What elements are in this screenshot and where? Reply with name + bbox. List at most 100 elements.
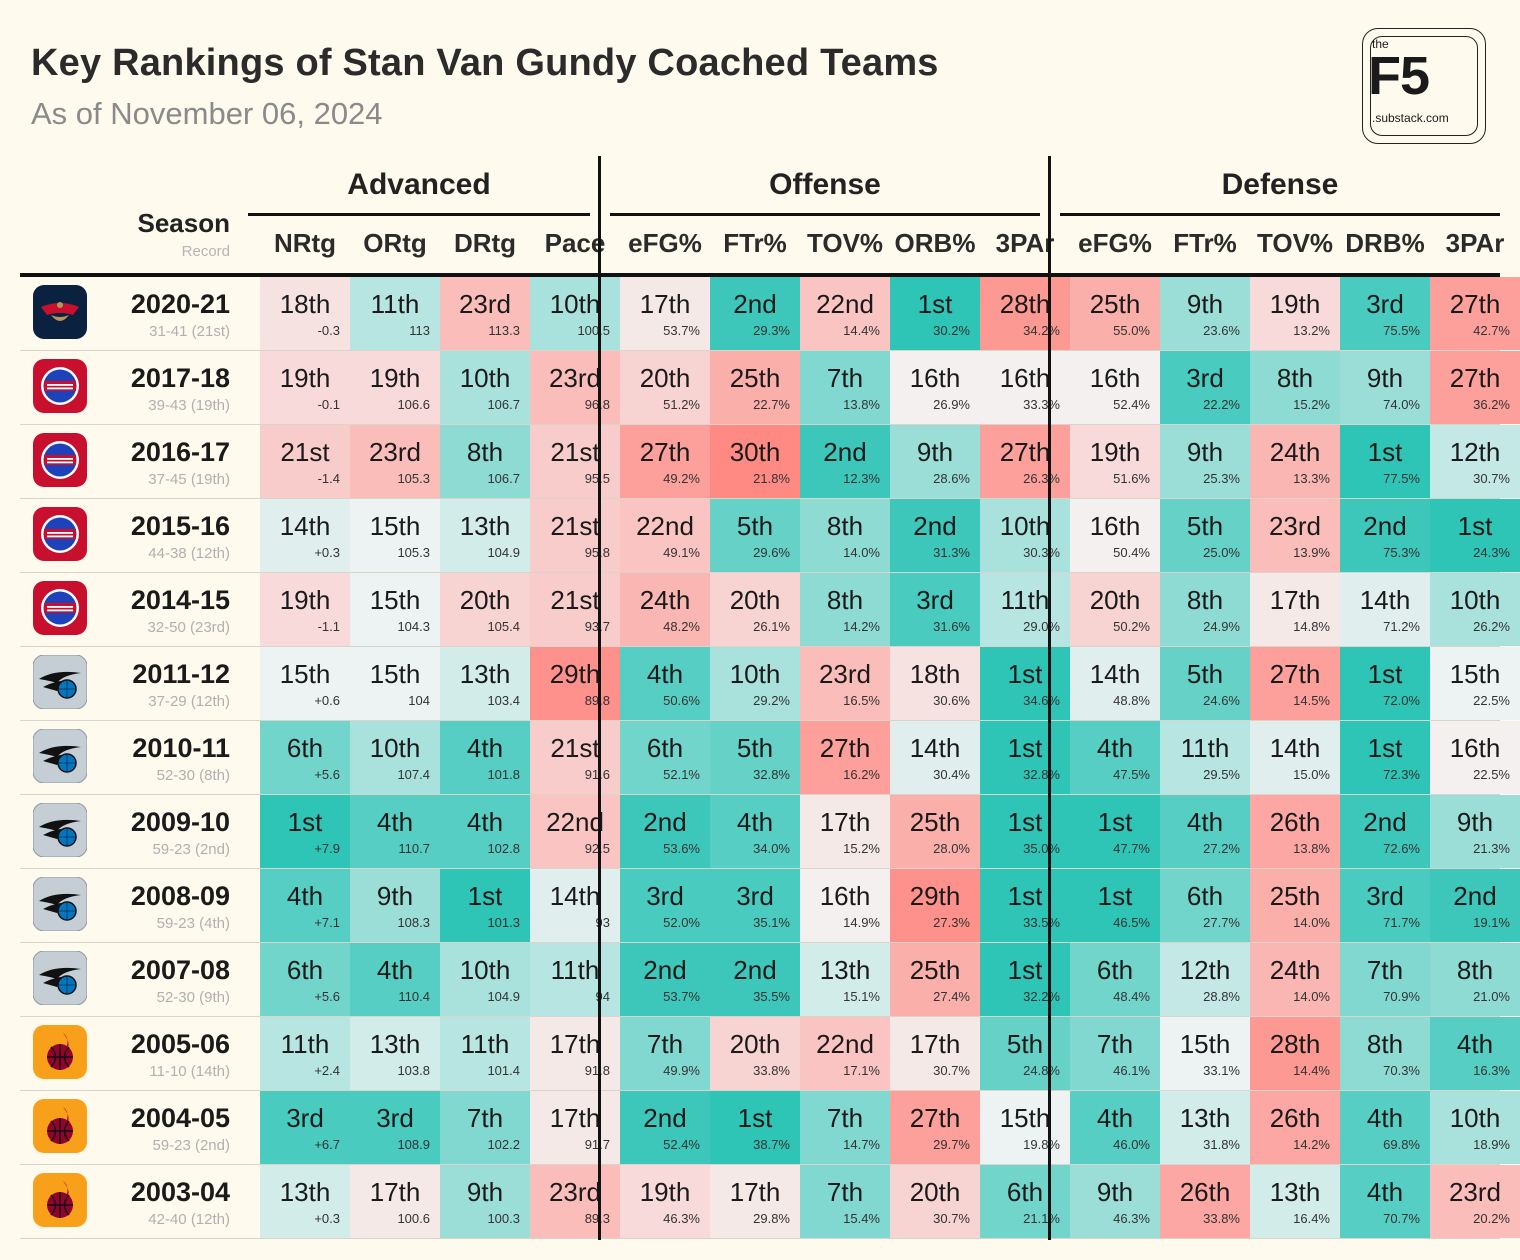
rank-value: 21st: [550, 437, 600, 467]
stat-value: 32.8%: [753, 767, 790, 782]
rank-cell: 16th 22.5%: [1430, 721, 1520, 794]
rank-value: 24th: [1269, 437, 1321, 467]
rank-value: 24th: [1269, 955, 1321, 985]
rank-cell: 8th 24.9%: [1160, 573, 1250, 646]
stat-value: 46.5%: [1113, 915, 1150, 930]
stat-value: +0.3: [314, 545, 340, 560]
rank-cell: 9th 21.3%: [1430, 795, 1520, 868]
stat-value: 92.5: [585, 841, 610, 856]
rank-value: 16th: [1089, 363, 1141, 393]
rank-cell: 13th 31.8%: [1160, 1091, 1250, 1164]
rank-cell: 2nd 72.6%: [1340, 795, 1430, 868]
stat-value: 71.7%: [1383, 915, 1420, 930]
rank-value: 8th: [466, 437, 504, 467]
stat-value: 77.5%: [1383, 471, 1420, 486]
stat-value: 33.1%: [1203, 1063, 1240, 1078]
rank-cell: 1st 33.5%: [980, 869, 1070, 942]
stat-value: 69.8%: [1383, 1137, 1420, 1152]
rank-cell: 5th 24.6%: [1160, 647, 1250, 720]
stat-value: 53.7%: [663, 989, 700, 1004]
column-header-offense-2: FTr%: [723, 228, 787, 258]
stat-value: 104.3: [397, 619, 430, 634]
record-label: 59-23 (2nd): [152, 841, 230, 858]
rank-value: 5th: [736, 511, 774, 541]
rank-cell: 2nd 53.7%: [620, 943, 710, 1016]
rank-cell: 23rd 96.8: [530, 351, 620, 424]
stat-value: 14.0%: [1293, 915, 1330, 930]
rank-value: 4th: [286, 881, 324, 911]
rank-value: 11th: [550, 955, 600, 985]
rank-value: 4th: [1366, 1103, 1404, 1133]
rank-cell: 5th 24.8%: [980, 1017, 1070, 1090]
stat-value: 30.3%: [1023, 545, 1060, 560]
page-title: Key Rankings of Stan Van Gundy Coached T…: [31, 42, 939, 84]
column-header-offense-1: eFG%: [628, 228, 702, 258]
rank-cell: 8th 15.2%: [1250, 351, 1340, 424]
rank-value: 13th: [1179, 1103, 1231, 1133]
stat-value: 30.7%: [933, 1063, 970, 1078]
stat-value: 105.3: [397, 545, 430, 560]
stat-value: 31.6%: [933, 619, 970, 634]
rank-value: 16th: [819, 881, 871, 911]
rank-value: 6th: [1186, 881, 1224, 911]
rank-value: 19th: [369, 363, 421, 393]
stat-value: 13.2%: [1293, 323, 1330, 338]
rank-value: 20th: [909, 1177, 961, 1207]
stat-value: 104.9: [487, 545, 520, 560]
rank-value: 2nd: [1363, 511, 1407, 541]
stat-value: 27.2%: [1203, 841, 1240, 856]
rank-cell: 15th 19.8%: [980, 1091, 1070, 1164]
column-header-offense-4: ORB%: [894, 228, 976, 258]
stat-value: 32.2%: [1023, 989, 1060, 1004]
season-label: 2016-17: [130, 437, 230, 467]
rank-cell: 19th 106.6: [350, 351, 440, 424]
rank-value: 27th: [999, 437, 1051, 467]
stat-value: 46.3%: [663, 1211, 700, 1226]
stat-value: 29.0%: [1023, 619, 1060, 634]
pistons-logo-icon: [33, 359, 87, 413]
rank-cell: 4th 34.0%: [710, 795, 800, 868]
rank-value: 3rd: [646, 881, 684, 911]
record-label: 52-30 (8th): [156, 767, 230, 784]
stat-value: 20.2%: [1473, 1211, 1510, 1226]
stat-value: 70.3%: [1383, 1063, 1420, 1078]
rank-cell: 11th 94: [530, 943, 620, 1016]
rank-cell: 29th 27.3%: [890, 869, 980, 942]
rank-cell: 10th 18.9%: [1430, 1091, 1520, 1164]
rank-value: 4th: [646, 659, 684, 689]
stat-value: 23.6%: [1203, 323, 1240, 338]
stat-value: 22.7%: [753, 397, 790, 412]
rank-cell: 3rd 75.5%: [1340, 277, 1430, 350]
rank-value: 14th: [549, 881, 601, 911]
rank-cell: 4th 101.8: [440, 721, 530, 794]
rank-value: 1st: [1007, 659, 1043, 689]
stat-value: 51.6%: [1113, 471, 1150, 486]
rank-value: 14th: [1359, 585, 1411, 615]
rank-value: 4th: [1366, 1177, 1404, 1207]
stat-value: 95.8: [585, 545, 610, 560]
stat-value: 55.0%: [1113, 323, 1150, 338]
advanced-offense-divider: [598, 156, 601, 1240]
stat-value: 29.2%: [753, 693, 790, 708]
rank-cell: 13th 16.4%: [1250, 1165, 1340, 1238]
stat-value: 96.8: [585, 397, 610, 412]
season-header: Season: [137, 208, 231, 238]
stat-value: 13.9%: [1293, 545, 1330, 560]
rank-value: 15th: [1449, 659, 1501, 689]
rank-value: 12th: [1449, 437, 1501, 467]
group-offense: Offense: [769, 168, 881, 201]
column-header-defense-2: FTr%: [1173, 228, 1237, 258]
rank-value: 13th: [459, 511, 511, 541]
rank-value: 19th: [639, 1177, 691, 1207]
stat-value: +5.6: [314, 767, 340, 782]
stat-value: -1.1: [317, 619, 340, 634]
magic-logo-icon: [32, 950, 88, 1006]
logo-frame: [1370, 36, 1478, 136]
stat-value: 15.4%: [843, 1211, 880, 1226]
pelicans-logo-icon: [33, 285, 87, 339]
rank-value: 12th: [1179, 955, 1231, 985]
stat-value: 17.1%: [843, 1063, 880, 1078]
record-label: 44-38 (12th): [148, 545, 230, 562]
rank-value: 4th: [1456, 1029, 1494, 1059]
rank-value: 16th: [909, 363, 961, 393]
